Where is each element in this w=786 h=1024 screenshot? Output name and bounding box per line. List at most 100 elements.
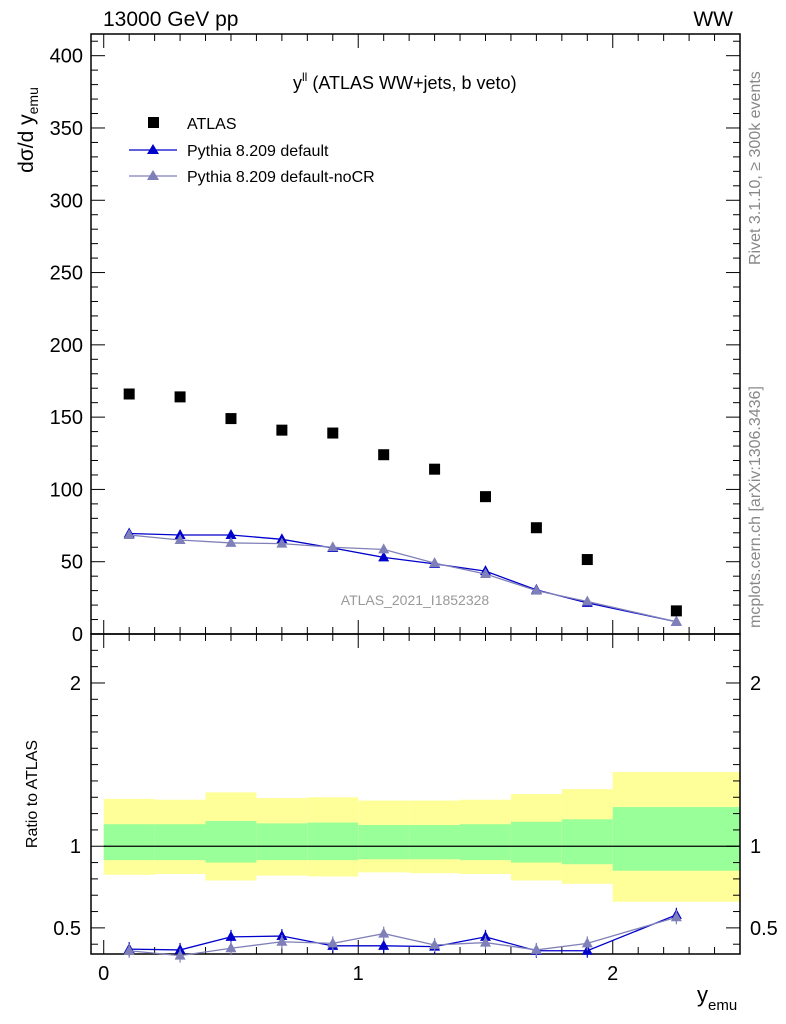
atlas-data-point bbox=[225, 413, 237, 425]
y-tick-label: 100 bbox=[50, 479, 83, 501]
series-1-point bbox=[174, 534, 186, 545]
series-1-ratio-point bbox=[581, 937, 593, 948]
series-1-point bbox=[429, 557, 441, 568]
series-1-ratio-point bbox=[429, 939, 441, 950]
y-axis-label-main: dσ/d y bbox=[15, 114, 38, 173]
series-1-point bbox=[378, 543, 390, 554]
ratio-tick-label: 2 bbox=[70, 673, 81, 695]
atlas-data-point bbox=[174, 391, 186, 403]
ratio-band-green bbox=[307, 822, 359, 861]
plot-title-sup: ll bbox=[302, 70, 307, 84]
series-1-ratio-point bbox=[174, 949, 186, 960]
series-0-point bbox=[378, 551, 390, 562]
rivet-label: Rivet 3.1.10, ≥ 300k events bbox=[747, 71, 764, 265]
ratio-band-green bbox=[510, 821, 562, 863]
ratio-band-green bbox=[460, 824, 511, 861]
legend-default-marker bbox=[147, 144, 159, 154]
y-tick-label: 200 bbox=[50, 335, 83, 357]
series-1-ratio-point bbox=[327, 937, 339, 948]
legend: ATLAS Pythia 8.209 default Pythia 8.209 … bbox=[129, 116, 375, 186]
atlas-data-point bbox=[479, 491, 491, 503]
ratio-frame bbox=[90, 633, 741, 955]
series-1-ratio-point bbox=[670, 911, 682, 922]
series-0-ratio-line bbox=[129, 914, 677, 952]
y-tick-label: 150 bbox=[50, 407, 83, 429]
y-tick-label: 300 bbox=[50, 190, 83, 212]
data-marks bbox=[123, 388, 682, 963]
series-0-point bbox=[225, 528, 237, 539]
series-1-point bbox=[479, 568, 491, 578]
series-1-ratio-point bbox=[378, 927, 390, 938]
ratio-band-green bbox=[154, 824, 206, 861]
axis-ticks: 0 50 100 150 200 250 300 350 400 0 1 2 0.5 0.5 1 1 2 2 bbox=[50, 34, 778, 985]
x-axis-label: yemu bbox=[697, 982, 737, 1014]
series-1-ratio-point bbox=[479, 936, 491, 947]
series-1-point bbox=[276, 537, 288, 548]
series-1-point bbox=[530, 584, 542, 595]
x-tick-label: 1 bbox=[353, 963, 364, 985]
legend-nocr-marker bbox=[147, 170, 159, 180]
ratio-axis-label: Ratio to ATLAS bbox=[24, 740, 41, 848]
x-tick-label: 2 bbox=[607, 963, 618, 985]
plot-title-rest: (ATLAS WW+jets, b veto) bbox=[307, 73, 516, 93]
x-tick-label: 0 bbox=[98, 963, 109, 985]
series-1-line bbox=[129, 534, 677, 623]
ratio-tick-label-right: 0.5 bbox=[750, 918, 778, 940]
series-1-point bbox=[225, 536, 237, 547]
atlas-data-point bbox=[327, 427, 339, 439]
ratio-uncertainty-bands bbox=[103, 771, 740, 902]
ratio-band-green bbox=[561, 819, 613, 865]
series-1-point bbox=[670, 615, 682, 626]
series-0-ratio-point bbox=[225, 930, 237, 941]
series-0-ratio-point bbox=[378, 939, 390, 950]
legend-atlas-marker bbox=[148, 117, 159, 128]
x-axis-label-sub: emu bbox=[708, 997, 737, 1014]
ratio-tick-label-right: 2 bbox=[750, 673, 761, 695]
series-1-ratio-point bbox=[123, 944, 135, 955]
series-0-point bbox=[174, 528, 186, 539]
atlas-data-point bbox=[378, 449, 390, 461]
series-1-ratio-point bbox=[276, 935, 288, 946]
ratio-band-green bbox=[612, 807, 740, 871]
legend-nocr-label: Pythia 8.209 default-noCR bbox=[187, 169, 375, 186]
atlas-data-point bbox=[276, 424, 288, 436]
ratio-band-green bbox=[358, 825, 410, 860]
series-1-point bbox=[123, 528, 135, 539]
energy-label: 13000 GeV pp bbox=[103, 8, 238, 31]
y-tick-label: 50 bbox=[61, 552, 83, 574]
series-1-point bbox=[327, 541, 339, 552]
x-axis-label-main: y bbox=[697, 982, 708, 1007]
ratio-tick-label: 0.5 bbox=[53, 918, 81, 940]
atlas-data-point bbox=[530, 522, 542, 534]
series-1-ratio-point bbox=[225, 942, 237, 953]
analysis-watermark: ATLAS_2021_I1852328 bbox=[341, 592, 490, 608]
y-axis-label-sub: emu bbox=[25, 87, 41, 114]
process-label: WW bbox=[693, 8, 733, 31]
legend-default-label: Pythia 8.209 default bbox=[187, 143, 329, 160]
series-1-point bbox=[581, 595, 593, 606]
series-1-ratio-line bbox=[129, 916, 677, 957]
series-0-line bbox=[129, 532, 677, 623]
atlas-data-point bbox=[670, 605, 682, 617]
plot-frames bbox=[90, 33, 741, 955]
plot-title: yll (ATLAS WW+jets, b veto) bbox=[293, 70, 517, 93]
mcplots-label: mcplots.cern.ch [arXiv:1306.3436] bbox=[747, 386, 764, 628]
atlas-data-point bbox=[429, 463, 441, 475]
legend-atlas-label: ATLAS bbox=[187, 116, 237, 133]
ratio-tick-label-right: 1 bbox=[750, 836, 761, 858]
y-tick-label: 350 bbox=[50, 118, 83, 140]
series-1-ratio-point bbox=[530, 943, 542, 954]
ratio-band-green bbox=[409, 825, 461, 860]
ratio-band-green bbox=[205, 820, 257, 863]
atlas-data-point bbox=[123, 388, 135, 400]
ratio-band-green bbox=[256, 823, 308, 861]
plot-title-main: y bbox=[293, 73, 302, 93]
y-tick-label: 0 bbox=[72, 624, 83, 646]
ratio-band-green bbox=[103, 824, 155, 861]
y-tick-label: 250 bbox=[50, 263, 83, 285]
y-tick-label: 400 bbox=[50, 46, 83, 68]
atlas-data-point bbox=[581, 554, 593, 566]
y-axis-label: dσ/d yemu bbox=[15, 87, 41, 173]
ratio-tick-label: 1 bbox=[70, 836, 81, 858]
